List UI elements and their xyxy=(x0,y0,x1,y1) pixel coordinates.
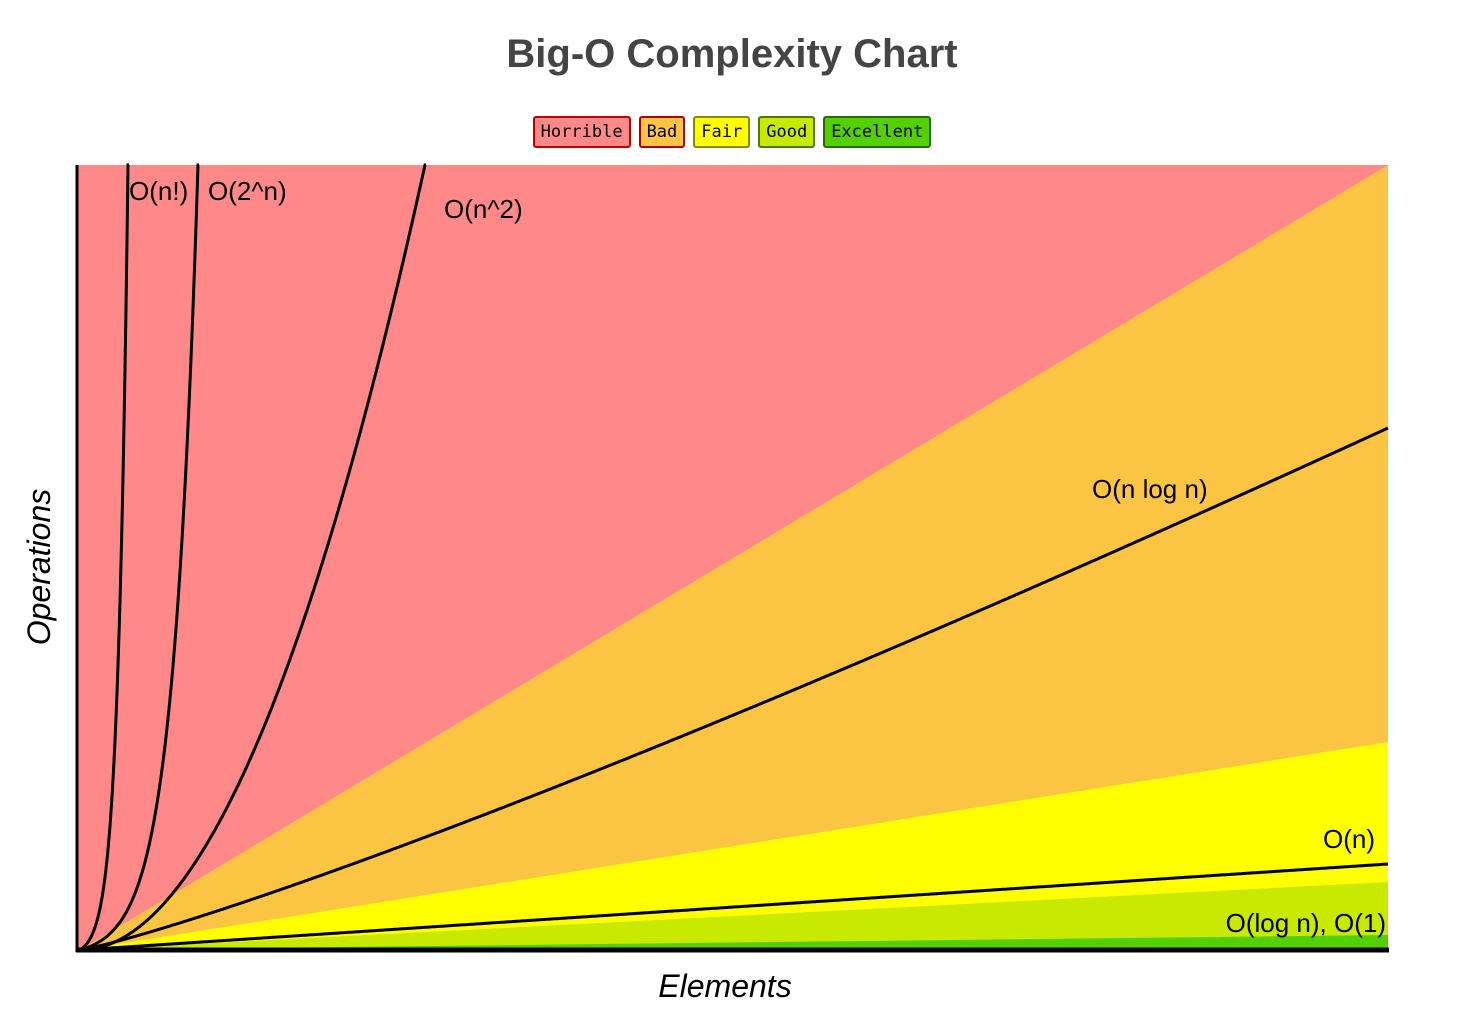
label-nlogn: O(n log n) xyxy=(1092,474,1208,504)
legend-horrible: Horrible xyxy=(532,116,631,148)
curve-linear xyxy=(79,862,1389,952)
chart-title: Big-O Complexity Chart xyxy=(506,32,958,76)
legend-fair: Fair xyxy=(693,116,751,148)
legend-good: Good xyxy=(758,116,816,148)
region-fair xyxy=(80,742,1388,950)
label-linear: O(n) xyxy=(1323,824,1375,854)
curve-exponential xyxy=(79,163,200,952)
curve-quadratic xyxy=(80,163,427,952)
label-factorial: O(n!) xyxy=(129,176,188,206)
curve-factorial xyxy=(79,163,130,952)
label-log-constant: O(log n), O(1) xyxy=(1226,908,1386,938)
curve-nlogn xyxy=(79,426,1389,952)
x-axis-label: Elements xyxy=(658,968,791,1004)
y-axis-label: Operations xyxy=(21,489,57,646)
legend-excellent: Excellent xyxy=(823,116,932,148)
region-good xyxy=(80,882,1388,950)
legend-bad: Bad xyxy=(638,116,686,148)
legend: Horrible Bad Fair Good Excellent xyxy=(0,116,1464,148)
label-quadratic: O(n^2) xyxy=(444,194,523,224)
region-bad xyxy=(80,165,1388,950)
label-exponential: O(2^n) xyxy=(208,176,287,206)
region-excellent xyxy=(80,935,1388,950)
